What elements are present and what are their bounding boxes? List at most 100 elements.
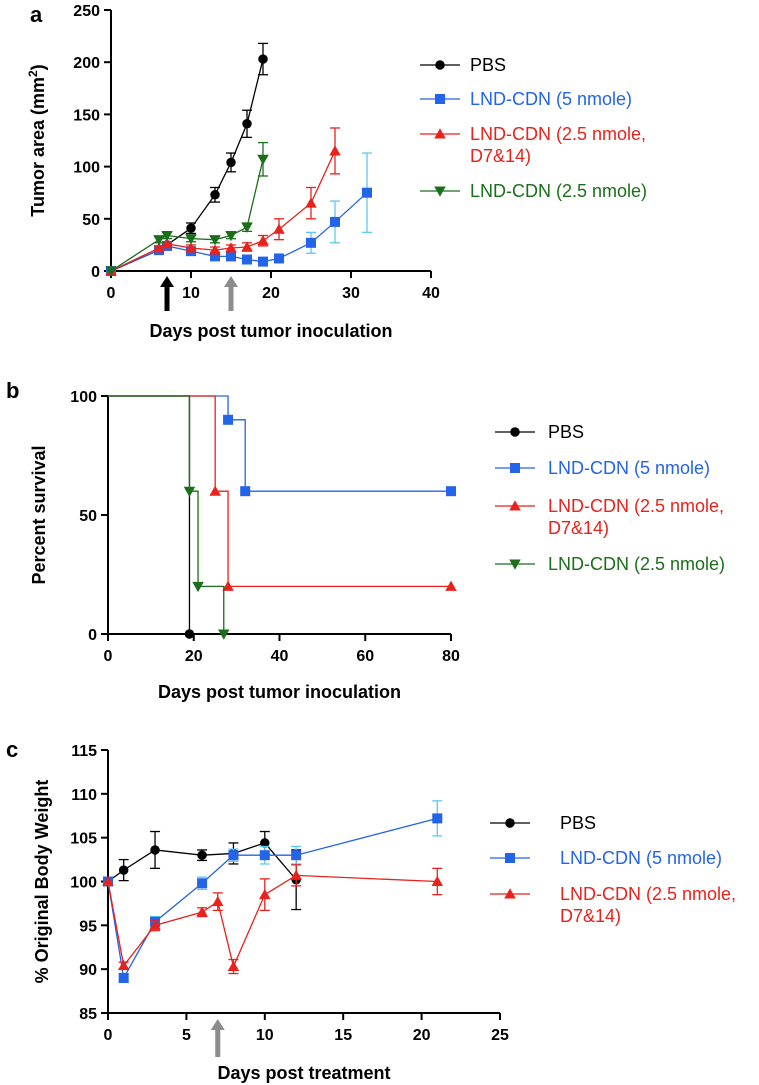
chart-panel-b: b 0 20 40 60 80 0 50 100 Days post tumor inoculat… (6, 378, 725, 702)
x-tick-label: 0 (107, 285, 116, 302)
data-point (184, 629, 195, 639)
data-point (257, 234, 269, 246)
data-point (153, 242, 165, 253)
data-point (150, 845, 160, 855)
series-3 (108, 395, 230, 640)
legend: PBS LND-CDN (5 nmole) LND-CDN (2.5 nmole,D… (490, 813, 736, 926)
legend-label: PBS (560, 813, 596, 833)
data-point (260, 838, 270, 848)
y-tick-label: 90 (79, 962, 97, 979)
legend-label: D7&14) (560, 906, 621, 926)
data-point (446, 486, 456, 497)
legend-marker (435, 60, 445, 70)
data-point (210, 251, 220, 262)
y-tick-label: 95 (79, 918, 97, 935)
y-axis-title-main: Tumor area (mm (28, 77, 48, 217)
data-point (225, 242, 237, 253)
x-tick-label: 15 (334, 1027, 352, 1044)
data-point (228, 850, 239, 861)
data-point (445, 580, 457, 591)
data-point (210, 190, 220, 200)
y-tick-label: 50 (82, 212, 100, 229)
legend-label: LND-CDN (2.5 nmole, (470, 124, 646, 144)
x-tick-label: 0 (104, 1027, 113, 1044)
data-point (305, 197, 317, 208)
y-tick-label: 100 (70, 389, 97, 406)
legend-label: PBS (470, 55, 506, 75)
legend-marker (510, 427, 520, 437)
chart-panel-a: a 0 10 20 30 40 0 50 100 150 200 250 Days post tumor… (26, 2, 647, 341)
data-point (431, 875, 444, 886)
data-point (149, 919, 161, 930)
series-line (107, 817, 438, 980)
data-point (273, 223, 285, 234)
data-point (291, 850, 302, 861)
series-0 (108, 395, 195, 639)
y-tick-label: 200 (73, 55, 100, 72)
data-point (185, 234, 197, 245)
data-point (222, 580, 234, 591)
y-tick-label: 85 (79, 1006, 97, 1023)
x-axis-title: Days post treatment (217, 1063, 390, 1083)
x-tick-label: 40 (422, 285, 440, 302)
data-point (209, 244, 221, 255)
legend-label: D7&14) (548, 518, 609, 538)
data-point (197, 850, 207, 860)
data-point (306, 237, 316, 248)
series-0 (106, 42, 268, 276)
legend: PBS LND-CDN (5 nmole) LND-CDN (2.5 nmole,D… (495, 422, 725, 574)
data-point (226, 251, 236, 262)
treatment-arrow-icon (224, 276, 238, 311)
data-point (227, 960, 240, 972)
y-axis-title: Tumor area (mm2) (26, 64, 48, 216)
legend-marker (505, 818, 515, 828)
y-tick-label: 250 (73, 3, 100, 20)
data-point (209, 235, 221, 246)
y-tick-label: 115 (71, 743, 97, 760)
series-line (110, 150, 336, 272)
y-tick-label: 100 (73, 160, 100, 177)
data-point (242, 119, 252, 129)
legend-marker (435, 94, 445, 104)
data-point (241, 241, 253, 252)
data-point (225, 231, 237, 242)
data-point (241, 222, 253, 233)
x-axis-title: Days post tumor inoculation (158, 682, 401, 702)
data-point (274, 253, 284, 264)
x-tick-label: 40 (271, 648, 289, 665)
data-point (117, 959, 130, 971)
series-1 (108, 395, 456, 497)
legend-label: LND-CDN (5 nmole) (560, 848, 722, 868)
x-tick-label: 0 (104, 648, 113, 665)
legend-label: LND-CDN (5 nmole) (548, 458, 710, 478)
legend-marker (504, 888, 516, 899)
y-axis-title: % Original Body Weight (32, 780, 52, 984)
data-point (258, 54, 268, 64)
x-tick-label: 20 (185, 648, 203, 665)
x-tick-label: 10 (256, 1027, 274, 1044)
data-point (290, 869, 302, 880)
data-point (212, 895, 224, 907)
legend-label: LND-CDN (2.5 nmole, (560, 884, 736, 904)
legend-marker (434, 186, 446, 197)
series-1 (103, 800, 443, 983)
data-point (330, 216, 340, 227)
series-3 (105, 141, 269, 277)
survival-step-line (108, 395, 225, 634)
y-tick-label: 50 (79, 508, 97, 525)
legend-marker (434, 128, 446, 139)
series-line (107, 842, 297, 883)
data-point (197, 878, 208, 889)
panel-label: c (6, 737, 18, 762)
survival-step-line (108, 395, 451, 492)
treatment-arrow-icon (160, 276, 174, 311)
legend-label: D7&14) (470, 146, 531, 166)
y-axis-title: Percent survival (29, 445, 49, 584)
data-point (432, 813, 443, 824)
data-point (223, 414, 234, 425)
y-axis-title-end: ) (28, 64, 48, 70)
y-tick-label: 150 (73, 107, 100, 124)
chart-panel-c: c 0 5 10 15 20 25 85 90 95 100 105 110 115 Days post t… (6, 737, 736, 1083)
data-point (161, 238, 173, 249)
legend-label: LND-CDN (2.5 nmole) (548, 554, 725, 574)
